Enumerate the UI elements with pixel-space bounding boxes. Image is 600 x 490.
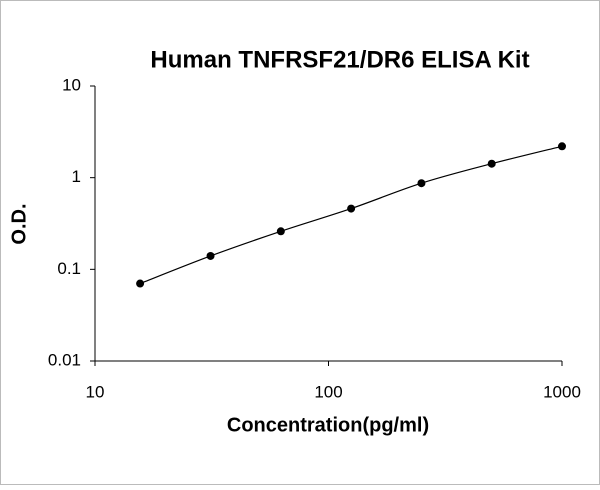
chart-title: Human TNFRSF21/DR6 ELISA Kit — [150, 46, 529, 73]
data-point — [347, 204, 356, 213]
y-tick-label: 0.01 — [48, 350, 81, 369]
x-tick-label: 100 — [314, 382, 342, 401]
data-point — [558, 142, 566, 151]
data-point — [417, 179, 426, 188]
data-point — [206, 251, 215, 260]
y-tick-label: 0.1 — [57, 259, 81, 278]
data-point — [276, 227, 285, 236]
y-tick-label: 1 — [72, 167, 81, 186]
y-axis-label: O.D. — [8, 203, 30, 244]
x-axis-label: Concentration(pg/ml) — [227, 414, 429, 436]
data-point — [136, 279, 145, 288]
x-tick-label: 10 — [86, 382, 105, 401]
data-point — [487, 159, 496, 168]
y-tick-label: 10 — [62, 75, 81, 94]
x-tick-label: 1000 — [543, 382, 581, 401]
